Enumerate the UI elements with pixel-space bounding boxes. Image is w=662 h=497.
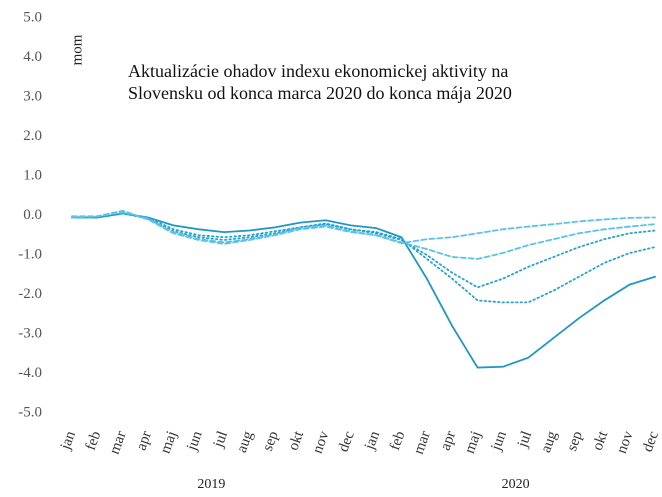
x-tick-label: nov	[310, 429, 333, 456]
x-tick-label: jul	[514, 429, 535, 450]
y-tick-label: -4.0	[18, 365, 42, 381]
y-tick-label: 3.0	[23, 88, 42, 104]
x-tick-label: okt	[590, 428, 612, 452]
x-tick-label: aug	[234, 429, 257, 455]
series-line	[71, 212, 656, 369]
x-tick-label: jan	[362, 429, 384, 453]
x-tick-label: feb	[387, 429, 409, 452]
x-tick-label: dec	[640, 429, 662, 454]
x-tick-label: mar	[107, 429, 130, 456]
x-tick-label: sep	[564, 429, 586, 453]
x-tick-label: feb	[83, 429, 105, 452]
y-tick-label: -3.0	[18, 325, 42, 341]
x-tick-label: mar	[411, 429, 434, 456]
x-tick-label: aug	[538, 429, 561, 455]
y-tick-label: 0.0	[23, 207, 42, 223]
x-tick-label: maj	[462, 429, 485, 456]
x-tick-label: sep	[260, 429, 282, 453]
x-tick-label: jul	[210, 429, 231, 450]
x-tick-label: apr	[438, 429, 460, 452]
y-tick-label: 1.0	[23, 167, 42, 183]
x-tick-label: dec	[336, 429, 358, 454]
x-tick-label: jun	[184, 429, 206, 454]
y-tick-label: -5.0	[18, 404, 42, 420]
y-tick-label: 4.0	[23, 49, 42, 65]
year-label: 2020	[502, 477, 530, 492]
x-tick-label: jun	[488, 429, 510, 454]
y-tick-label: 5.0	[23, 9, 42, 25]
year-label: 2019	[197, 477, 225, 492]
y-tick-label: -2.0	[18, 286, 42, 302]
y-tick-label: -1.0	[18, 246, 42, 262]
x-tick-label: okt	[286, 428, 308, 452]
y-tick-label: 2.0	[23, 128, 42, 144]
x-tick-label: nov	[614, 429, 637, 456]
x-tick-label: maj	[158, 429, 181, 456]
x-tick-label: jan	[57, 429, 79, 453]
x-tick-label: apr	[133, 429, 155, 452]
y-axis-label: mom	[69, 34, 85, 65]
chart-title: Aktualizácie ohadov indexu ekonomickej a…	[128, 61, 512, 103]
series-line	[71, 209, 656, 245]
